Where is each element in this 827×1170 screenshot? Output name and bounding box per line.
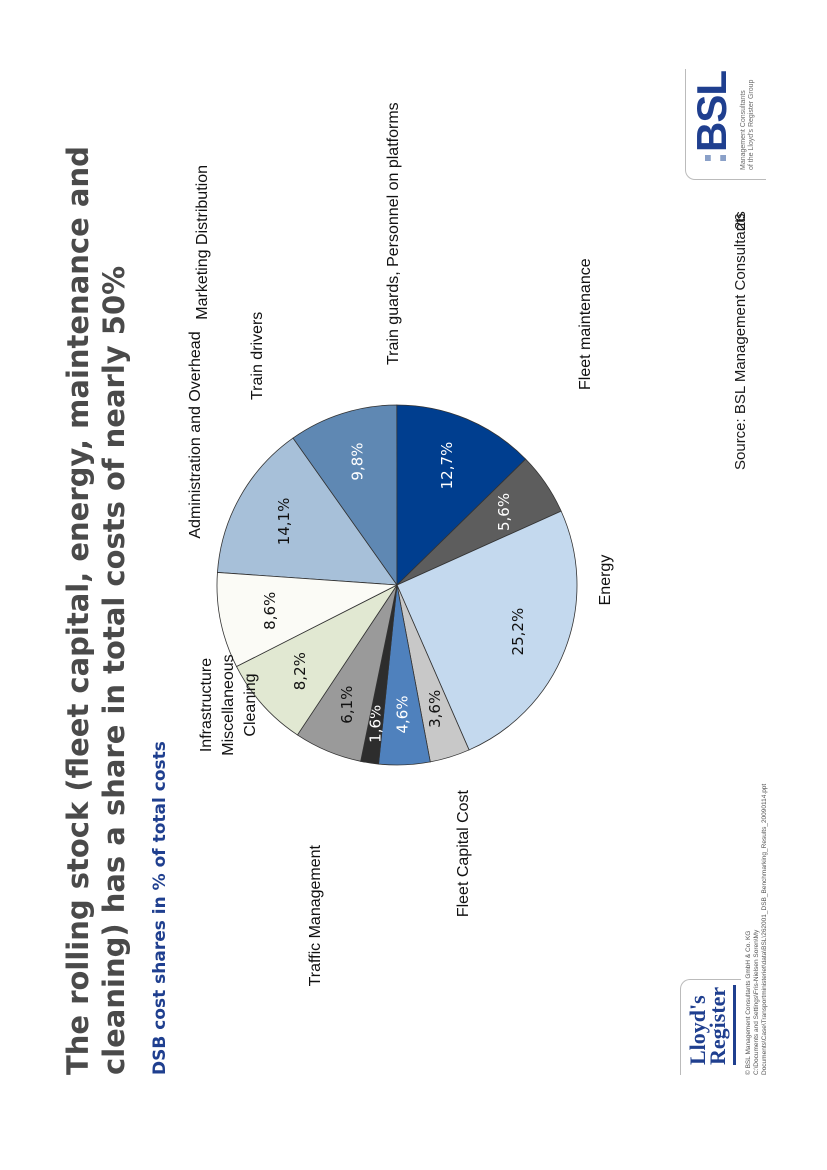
bsl-logo: :BSL [688, 71, 735, 165]
pie-slice [396, 510, 578, 751]
pie-slice [217, 437, 398, 586]
slice-category-label: Infrastructure [198, 658, 215, 752]
pie-slice [216, 572, 399, 668]
lloyds-underline [733, 985, 736, 1065]
source-note: Source: BSL Management Consultants [732, 211, 749, 470]
slice-category-label: Energy [597, 555, 614, 606]
slice-value-label: 6,1% [338, 686, 356, 724]
slice-category-label: Train drivers [249, 312, 266, 400]
bsl-tagline: Management Consultants of the Lloyd's Re… [740, 79, 755, 170]
slice-value-label: 1,6% [367, 705, 385, 743]
slice-category-label: Traffic Management [307, 844, 324, 986]
slice-value-label: 5,6% [495, 493, 513, 531]
footer-copyright: © BSL Management Consultants GmbH & Co. … [745, 783, 768, 1075]
page-number: 26 [732, 213, 749, 230]
slice-category-label: Administration and Overhead [187, 331, 204, 538]
slice-category-label: Marketing Distribution [194, 165, 211, 320]
slice-value-label: 4,6% [393, 695, 411, 733]
pie-slice [396, 404, 527, 586]
slice-category-label: Cleaning [242, 673, 259, 736]
slice-value-label: 8,2% [291, 652, 309, 690]
slice-category-label: Fleet Capital Cost [455, 789, 472, 917]
slice-value-label: 3,6% [426, 690, 444, 728]
slice-value-label: 9,8% [349, 442, 367, 480]
slice-category-label: Fleet maintenance [577, 258, 594, 390]
slice-value-label: 14,1% [275, 498, 293, 546]
slice-category-label: Miscellaneous [220, 654, 237, 755]
pie-slice [235, 583, 399, 736]
slice-category-label: Train guards, Personnel on platforms [385, 102, 402, 365]
slice-value-label: 25,2% [509, 608, 527, 656]
lloyds-register-logo: Lloyd's Register [685, 986, 730, 1065]
pie-slice [292, 404, 398, 587]
slice-value-label: 12,7% [438, 442, 456, 490]
slice-value-label: 8,6% [261, 592, 279, 630]
